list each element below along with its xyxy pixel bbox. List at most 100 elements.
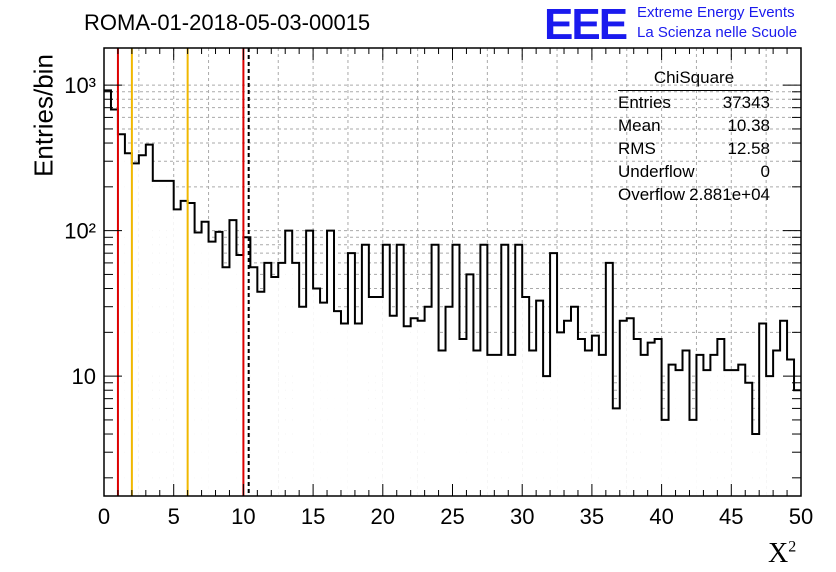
histogram-bin [250, 267, 258, 496]
histogram-bin [208, 241, 216, 496]
histogram-bin [710, 354, 718, 496]
stats-label: Overflow [618, 185, 686, 204]
histogram-bin [570, 306, 578, 496]
x-tick-label: 5 [168, 504, 180, 529]
histogram-bin [682, 350, 690, 496]
stats-title: ChiSquare [618, 68, 770, 91]
histogram-bin [738, 364, 746, 496]
histogram-bin [271, 277, 279, 496]
y-tick-label: 10³ [64, 73, 96, 98]
histogram-bin [494, 354, 502, 496]
histogram-bin [424, 306, 432, 496]
histogram-bin [173, 209, 181, 497]
histogram-bin [431, 244, 439, 496]
histogram-bin [396, 244, 404, 496]
histogram-bin [417, 320, 425, 496]
histogram-bin [487, 354, 495, 496]
histogram-bin [117, 134, 125, 497]
y-tick-label: 10 [72, 364, 96, 389]
histogram-bin [368, 296, 376, 496]
histogram-bin [661, 419, 669, 496]
histogram-bin [299, 306, 307, 496]
histogram-bin [215, 231, 223, 496]
histogram-bin [104, 90, 111, 496]
histogram-bin [327, 230, 335, 496]
histogram-bin [619, 320, 627, 496]
histogram-bin [612, 408, 620, 496]
histogram-bin [257, 291, 265, 496]
histogram-bin [605, 262, 613, 496]
x-axis-label: X2 [768, 538, 797, 569]
stats-label: Mean [618, 116, 661, 135]
y-tick-label: 10² [64, 219, 96, 244]
histogram-bin [703, 370, 711, 496]
histogram-bin [292, 262, 300, 496]
histogram-bin [515, 244, 523, 496]
histogram-bin [689, 419, 697, 496]
histogram-bin [731, 370, 739, 496]
stats-value: 12.58 [727, 139, 770, 158]
histogram-bin [236, 255, 244, 496]
histogram-bin [564, 320, 571, 496]
histogram-bin [264, 262, 272, 496]
stats-row: Underflow 0 [612, 160, 776, 183]
histogram-bin [145, 144, 153, 496]
stats-row: Mean 10.38 [612, 114, 776, 137]
histogram-bin [522, 296, 530, 496]
histogram-bin [361, 244, 369, 496]
histogram-bin [640, 354, 648, 496]
x-tick-label: 45 [719, 504, 743, 529]
logo-subtitle-2: La Scienza nelle Scuole [637, 24, 798, 41]
x-tick-label: 0 [98, 504, 110, 529]
histogram-bin [159, 180, 167, 496]
stats-value: 2.881e+04 [689, 185, 770, 204]
histogram-bin [278, 262, 286, 496]
histogram-bin [452, 244, 460, 496]
x-tick-label: 30 [510, 504, 534, 529]
histogram-bin [382, 244, 390, 496]
x-tick-label: 50 [789, 504, 813, 529]
histogram-bin [543, 376, 551, 496]
stats-label: RMS [618, 139, 656, 158]
histogram-bin [131, 163, 139, 497]
histogram-bin [152, 180, 160, 496]
stats-label: Underflow [618, 162, 695, 181]
eee-logo: EEE [544, 0, 628, 49]
histogram-bin [647, 342, 655, 496]
histogram-bin [180, 200, 188, 497]
stats-value: 37343 [722, 93, 770, 112]
histogram-bin [243, 237, 251, 496]
logo-subtitle-1: Extreme Energy Events [637, 4, 795, 21]
histogram-bin [591, 335, 599, 496]
histogram-step-line [104, 89, 801, 436]
histogram-bin [654, 338, 662, 496]
histogram-bin [306, 230, 314, 496]
histogram-bin [633, 338, 641, 496]
y-axis-label: Entries/bin [28, 54, 59, 177]
x-tick-label: 35 [580, 504, 604, 529]
histogram-bin [480, 244, 488, 496]
histogram-bin [717, 338, 725, 496]
stats-box: ChiSquare Entries 37343 Mean 10.38 RMS 1… [612, 68, 776, 206]
histogram-bin [536, 300, 544, 496]
histogram-bin [557, 332, 565, 496]
x-tick-label: 10 [231, 504, 255, 529]
histogram-bin [410, 318, 418, 496]
histogram-bin [222, 267, 230, 496]
histogram-bin [124, 153, 132, 496]
histogram-bin [285, 230, 293, 496]
histogram-bin [752, 434, 760, 496]
histogram-bin [194, 232, 202, 496]
histogram-bin [347, 253, 355, 496]
histogram-bin [187, 202, 195, 497]
stats-label: Entries [618, 93, 671, 112]
histogram-bin [375, 296, 383, 496]
histogram-bin [626, 318, 634, 496]
histogram-bin [229, 220, 237, 496]
histogram-bin [459, 338, 467, 496]
histogram-bin [320, 302, 328, 496]
histogram-bin [794, 390, 801, 496]
histogram-bin [598, 354, 606, 496]
threshold-lines [116, 48, 250, 496]
